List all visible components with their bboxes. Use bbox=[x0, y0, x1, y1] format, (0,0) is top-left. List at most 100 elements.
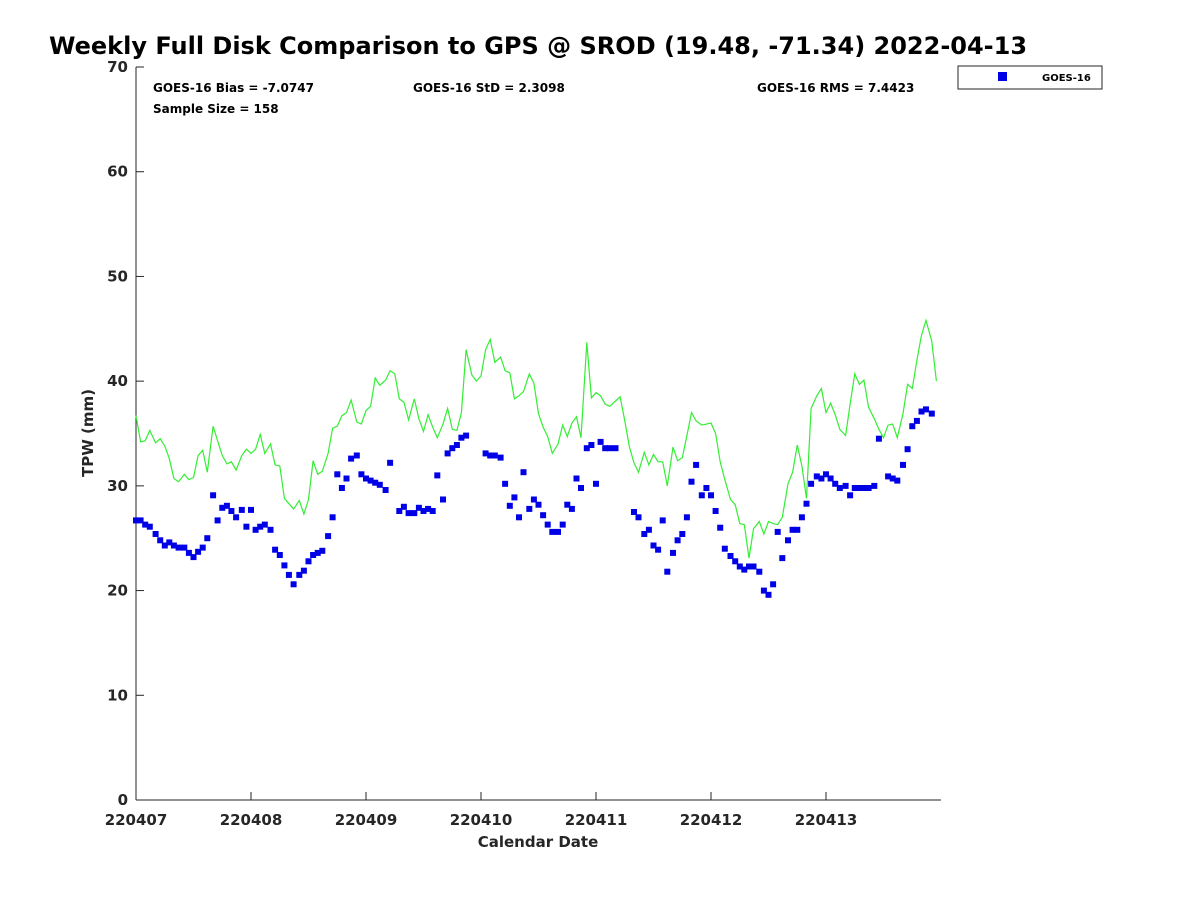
goes-16-point bbox=[856, 485, 863, 491]
goes-16-point bbox=[458, 434, 465, 441]
y-tick-label: 50 bbox=[107, 267, 128, 285]
goes-16-point bbox=[195, 548, 202, 555]
goes-16-point bbox=[420, 508, 427, 514]
y-tick-label: 40 bbox=[107, 372, 128, 390]
goes-16-point bbox=[703, 485, 710, 491]
goes-16-point bbox=[204, 535, 211, 542]
x-tick-label: 220408 bbox=[220, 811, 283, 829]
goes-16-point bbox=[415, 504, 422, 511]
goes-16-point bbox=[808, 480, 815, 487]
goes-16-point bbox=[530, 496, 537, 503]
goes-16-point bbox=[655, 546, 662, 553]
goes-16-point bbox=[329, 514, 336, 521]
goes-16-point bbox=[185, 549, 192, 556]
goes-16-point bbox=[440, 496, 446, 503]
goes-16-point bbox=[923, 406, 929, 413]
goes-16-point bbox=[257, 523, 264, 530]
goes-16-point bbox=[210, 492, 217, 499]
goes-16-point bbox=[736, 563, 743, 570]
goes-16-point bbox=[602, 445, 609, 452]
goes-16-point bbox=[583, 445, 590, 452]
goes-16-series bbox=[133, 406, 935, 598]
goes-16-point bbox=[650, 542, 657, 549]
goes-16-point bbox=[664, 568, 671, 575]
goes-16-point bbox=[267, 526, 274, 533]
goes-16-point bbox=[429, 508, 436, 514]
goes-16-point bbox=[453, 442, 460, 448]
goes-16-point bbox=[860, 485, 867, 491]
goes-16-point bbox=[659, 517, 666, 524]
goes-16-point bbox=[334, 471, 341, 478]
goes-16-point bbox=[502, 480, 509, 487]
goes-16-point bbox=[152, 531, 159, 537]
y-tick-label: 30 bbox=[107, 477, 128, 495]
goes-16-point bbox=[555, 528, 561, 535]
goes-16-point bbox=[296, 571, 303, 578]
goes-16-point bbox=[310, 552, 317, 558]
goes-16-point bbox=[223, 502, 230, 509]
goes-16-point bbox=[487, 452, 494, 459]
goes-16-point bbox=[170, 542, 177, 549]
goes-16-point bbox=[181, 544, 188, 551]
goes-16-point bbox=[214, 517, 221, 524]
goes-16-point bbox=[425, 505, 432, 512]
goes-16-point bbox=[491, 452, 498, 459]
goes-16-point bbox=[463, 432, 470, 439]
goes-16-point bbox=[746, 563, 752, 570]
goes-16-point bbox=[411, 510, 418, 517]
goes-16-point bbox=[219, 504, 226, 511]
goes-16-point bbox=[261, 521, 268, 528]
goes-16-point bbox=[904, 446, 911, 453]
goes-16-point bbox=[146, 523, 153, 530]
goes-16-point bbox=[248, 506, 254, 513]
goes-16-point bbox=[367, 477, 374, 484]
stat-sample-size: Sample Size = 158 bbox=[153, 102, 279, 116]
goes-16-point bbox=[338, 485, 345, 491]
goes-16-point bbox=[400, 503, 407, 510]
goes-16-point bbox=[137, 517, 144, 524]
goes-16-point bbox=[798, 514, 805, 521]
goes-16-point bbox=[549, 528, 556, 535]
goes-16-point bbox=[564, 501, 571, 508]
goes-16-point bbox=[497, 454, 504, 461]
legend: GOES-16 bbox=[957, 65, 1103, 90]
goes-16-point bbox=[832, 480, 839, 487]
y-tick-label: 60 bbox=[107, 163, 128, 181]
goes-16-point bbox=[641, 531, 648, 537]
axes bbox=[135, 67, 941, 801]
goes-16-point bbox=[889, 475, 896, 482]
goes-16-point bbox=[358, 471, 365, 478]
goes-16-point bbox=[175, 544, 182, 551]
goes-16-point bbox=[750, 563, 757, 570]
goes-16-point bbox=[631, 509, 637, 515]
x-tick-label: 220412 bbox=[680, 811, 743, 829]
goes-16-point bbox=[785, 537, 791, 544]
goes-16-point bbox=[698, 492, 705, 499]
goes-16-point bbox=[875, 435, 882, 442]
goes-16-point bbox=[516, 514, 522, 521]
goes-16-point bbox=[535, 501, 542, 508]
goes-16-point bbox=[894, 477, 901, 484]
goes-16-point bbox=[363, 475, 369, 482]
x-tick-label: 220410 bbox=[450, 811, 513, 829]
goes-16-point bbox=[568, 505, 575, 512]
goes-16-point bbox=[693, 461, 700, 468]
goes-16-point bbox=[813, 473, 820, 480]
goes-16-point bbox=[520, 469, 527, 476]
goes-16-point bbox=[818, 475, 825, 482]
goes-16-point bbox=[847, 492, 854, 499]
goes-16-point bbox=[717, 524, 724, 531]
goes-16-point bbox=[133, 517, 139, 524]
goes-16-point bbox=[353, 452, 360, 459]
stat-rms: GOES-16 RMS = 7.4423 bbox=[757, 81, 914, 95]
goes-16-point bbox=[348, 455, 355, 462]
goes-16-point bbox=[851, 485, 858, 491]
x-tick-label: 220413 bbox=[795, 811, 858, 829]
x-tick-label: 220407 bbox=[105, 811, 168, 829]
x-axis-label: Calendar Date bbox=[478, 833, 599, 851]
goes-16-point bbox=[712, 508, 719, 514]
goes-16-point bbox=[314, 549, 321, 556]
goes-16-point bbox=[305, 558, 312, 565]
goes-16-point bbox=[593, 480, 599, 487]
